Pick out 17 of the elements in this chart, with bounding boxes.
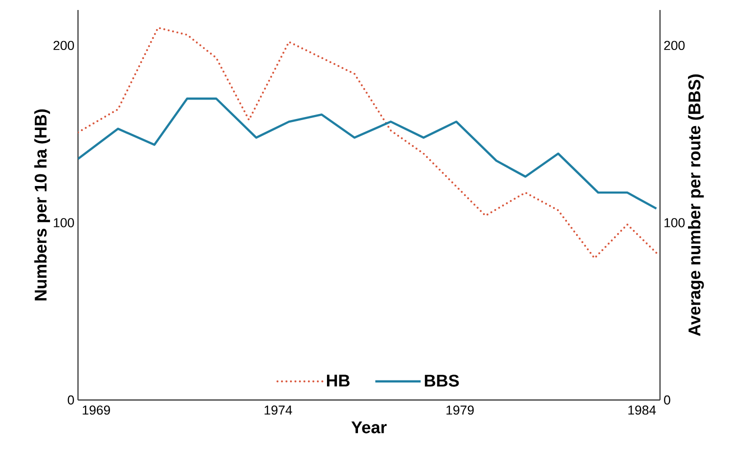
line-series [78, 98, 658, 210]
line-series [78, 26, 658, 260]
y2-tick-label: 0 [664, 395, 670, 405]
y-tick-label: 0 [68, 395, 74, 405]
x-tick-label: 1969 [82, 406, 110, 415]
y-tick-label: 200 [54, 40, 74, 50]
legend-label: BBS [424, 374, 459, 387]
x-tick-label: 1984 [628, 406, 656, 415]
x-axis-title: Year [351, 422, 387, 434]
x-tick-label: 1979 [446, 406, 474, 415]
legend-label: HB [326, 374, 350, 386]
y2-axis-title: Average number per route (BBS) [688, 74, 704, 336]
y-tick-label: 100 [54, 218, 74, 228]
y2-tick-label: 200 [664, 40, 685, 50]
y-axis-title: Numbers per 10 ha (HB) [34, 109, 50, 300]
x-tick-label: 1974 [264, 406, 292, 415]
y2-tick-label: 100 [664, 218, 685, 228]
